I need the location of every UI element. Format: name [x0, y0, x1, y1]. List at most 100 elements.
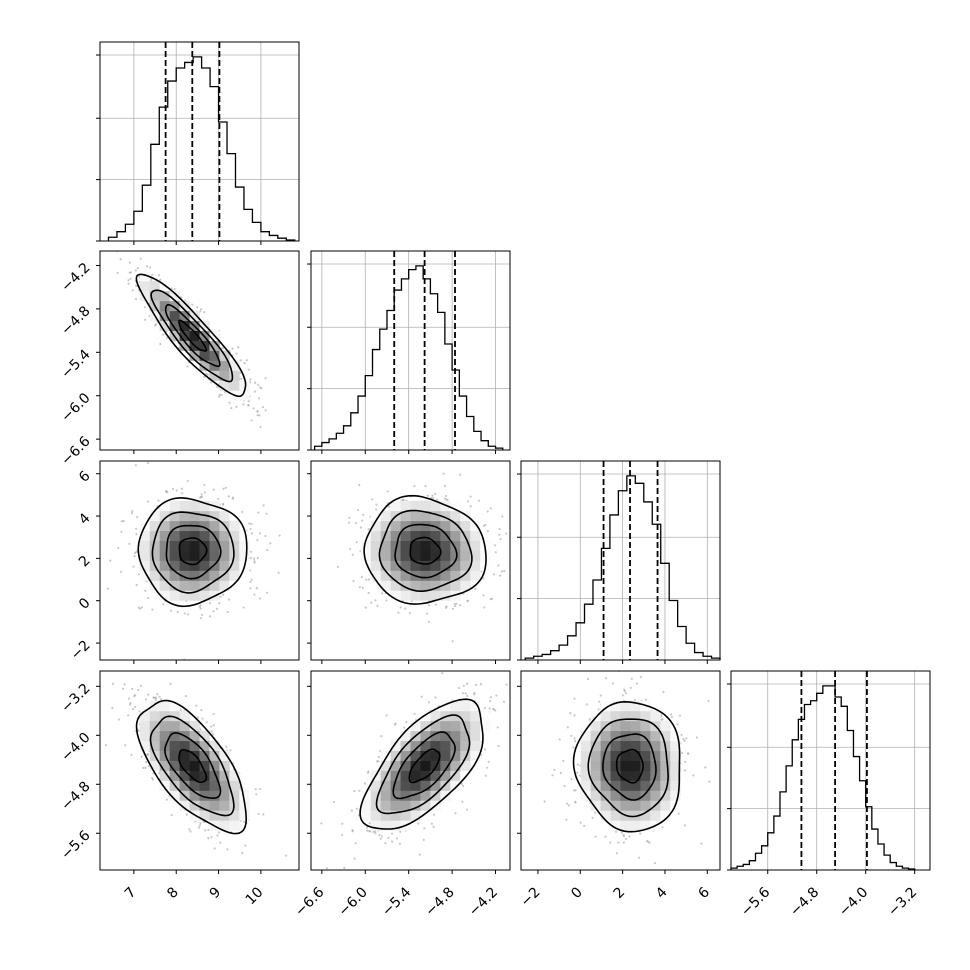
hist-2-bar-14 — [644, 502, 652, 660]
density-cell — [400, 760, 411, 771]
density-cell — [189, 760, 200, 771]
density-cell — [159, 540, 171, 551]
scatter-point — [495, 694, 498, 697]
density-cell — [179, 740, 190, 751]
scatter-point — [169, 609, 173, 612]
scatter-point — [662, 690, 665, 694]
scatter-point — [604, 835, 607, 838]
scatter-point — [215, 385, 218, 388]
density-cell — [219, 760, 230, 771]
density-cell — [400, 770, 411, 781]
scatter-point — [336, 565, 340, 568]
scatter-point — [367, 527, 370, 531]
density-cell — [630, 770, 641, 781]
density-cell — [179, 340, 190, 351]
density-cell — [610, 820, 621, 831]
hist-1-bar-18 — [445, 344, 452, 450]
density-cell — [460, 550, 471, 561]
scatter-point — [130, 511, 134, 515]
scatter-point — [594, 835, 597, 838]
density-cell — [610, 700, 621, 712]
ytick-label-2-0: −2 — [68, 637, 94, 663]
scatter-point — [672, 664, 674, 666]
density-cell — [590, 750, 601, 761]
hist-2-bar-10 — [610, 515, 618, 660]
density-cell — [590, 790, 601, 801]
scatter-point — [573, 737, 576, 740]
scatter-point — [200, 493, 203, 496]
density-cell — [660, 730, 671, 742]
pair-2-1-contour-1 — [394, 523, 458, 579]
density-cell — [199, 500, 210, 512]
scatter-point — [483, 706, 487, 710]
pair-3-2-contour-2 — [587, 718, 669, 818]
scatter-point — [187, 613, 190, 616]
density-cell — [149, 720, 161, 732]
density-cell — [430, 560, 441, 571]
scatter-point — [253, 557, 256, 560]
scatter-point — [469, 505, 472, 508]
scatter-point — [640, 676, 643, 679]
density-cell — [139, 710, 151, 722]
density-cell — [460, 520, 471, 532]
density-cell — [229, 810, 240, 821]
density-cell — [410, 560, 421, 571]
density-cell — [159, 780, 171, 791]
scatter-point — [494, 551, 497, 554]
scatter-point — [388, 505, 391, 508]
density-cell — [139, 740, 151, 751]
density-cell — [600, 710, 611, 722]
scatter-point — [352, 579, 355, 583]
density-cell — [400, 750, 411, 761]
pair-1-0-contour-2 — [150, 289, 234, 383]
density-cell — [209, 350, 220, 361]
scatter-point — [462, 684, 465, 687]
hist-2-bar-8 — [593, 580, 601, 660]
density-cell — [189, 790, 200, 801]
scatter-point — [474, 587, 477, 591]
scatter-point — [203, 310, 206, 314]
scatter-point — [367, 591, 370, 595]
scatter-point — [466, 599, 469, 602]
density-cell — [159, 300, 171, 312]
density-cell — [179, 560, 190, 571]
pair-3-2-content — [543, 664, 711, 865]
density-cell — [169, 320, 180, 331]
density-cell — [450, 510, 461, 522]
scatter-point — [497, 744, 500, 748]
scatter-point — [227, 598, 231, 601]
scatter-point — [680, 751, 684, 755]
density-cell — [420, 530, 431, 541]
density-cell — [380, 560, 391, 571]
scatter-point — [609, 841, 612, 844]
scatter-point — [215, 607, 219, 610]
xtick-label-3-0: −5.6 — [738, 884, 773, 919]
scatter-point — [127, 714, 130, 717]
density-cell — [159, 520, 171, 532]
scatter-point — [256, 556, 259, 560]
scatter-point — [243, 361, 246, 365]
density-cell — [229, 790, 240, 801]
density-cell — [440, 510, 451, 522]
density-cell — [380, 790, 391, 801]
scatter-point — [224, 486, 227, 489]
scatter-point — [191, 303, 194, 306]
scatter-point — [249, 587, 252, 590]
scatter-point — [576, 763, 579, 766]
scatter-point — [225, 745, 228, 748]
scatter-point — [188, 828, 191, 831]
scatter-point — [207, 836, 210, 840]
hist-2-bar-18 — [678, 627, 686, 660]
scatter-point — [591, 816, 594, 819]
scatter-point — [644, 698, 648, 701]
density-cell — [199, 360, 210, 371]
scatter-point — [258, 532, 262, 535]
scatter-point — [597, 708, 600, 711]
scatter-point — [231, 347, 234, 350]
scatter-point — [132, 565, 135, 568]
density-cell — [229, 580, 240, 591]
density-cell — [219, 380, 230, 391]
hist-3-bar-6 — [768, 833, 774, 870]
hist-3-bar-19 — [847, 731, 853, 870]
density-cell — [480, 710, 491, 722]
